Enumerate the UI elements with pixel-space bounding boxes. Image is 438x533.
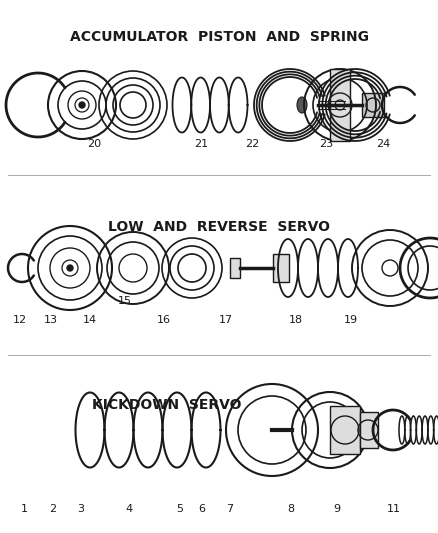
Text: 16: 16 <box>157 315 171 325</box>
Text: 22: 22 <box>245 139 259 149</box>
Text: 11: 11 <box>387 504 401 514</box>
Text: 4: 4 <box>126 504 133 514</box>
Text: 7: 7 <box>226 504 233 514</box>
Text: 6: 6 <box>198 504 205 514</box>
Text: 3: 3 <box>78 504 85 514</box>
Bar <box>230 258 240 278</box>
Circle shape <box>67 265 73 271</box>
Text: 1: 1 <box>21 504 28 514</box>
Text: 2: 2 <box>49 504 56 514</box>
Text: 5: 5 <box>176 504 183 514</box>
Text: 23: 23 <box>319 139 333 149</box>
Text: LOW  AND  REVERSE  SERVO: LOW AND REVERSE SERVO <box>108 220 330 233</box>
Text: 18: 18 <box>289 315 303 325</box>
Text: 17: 17 <box>219 315 233 325</box>
Text: 13: 13 <box>43 315 57 325</box>
Ellipse shape <box>297 97 307 113</box>
Circle shape <box>79 102 85 108</box>
Bar <box>362 93 384 117</box>
Text: 15: 15 <box>118 296 132 306</box>
Text: 20: 20 <box>87 139 101 149</box>
Text: 24: 24 <box>376 139 390 149</box>
Bar <box>330 69 350 141</box>
Bar <box>360 412 378 448</box>
Text: KICKDOWN  SERVO: KICKDOWN SERVO <box>92 398 241 412</box>
Text: 14: 14 <box>83 315 97 325</box>
Text: 9: 9 <box>334 504 341 514</box>
Text: ACCUMULATOR  PISTON  AND  SPRING: ACCUMULATOR PISTON AND SPRING <box>70 30 368 44</box>
Bar <box>330 406 360 454</box>
Bar <box>273 254 289 282</box>
Text: 19: 19 <box>343 315 357 325</box>
Text: 21: 21 <box>194 139 208 149</box>
Text: 12: 12 <box>13 315 27 325</box>
Text: 8: 8 <box>288 504 295 514</box>
